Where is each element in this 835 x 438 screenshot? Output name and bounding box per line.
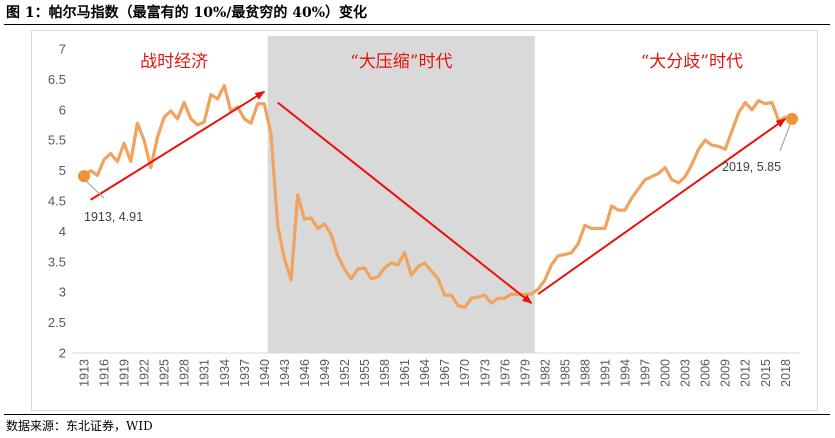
- point-label: 1913, 4.91: [84, 210, 143, 224]
- x-tick-label: 1991: [598, 359, 612, 387]
- x-tick-label: 1994: [619, 359, 633, 387]
- x-tick-label: 1973: [478, 359, 492, 387]
- figure-title: 图 1：帕尔马指数（最富有的 10%/最贫穷的 40%）变化: [6, 5, 368, 21]
- x-tick-label: 2006: [699, 359, 713, 387]
- y-tick-label: 6.5: [48, 72, 66, 87]
- plot-frame: [31, 30, 818, 411]
- y-tick-label: 4.5: [48, 194, 66, 209]
- point-label: 2019, 5.85: [722, 160, 781, 174]
- annotated-point: [786, 112, 798, 125]
- x-tick-label: 2018: [779, 359, 793, 387]
- x-tick-label: 1958: [378, 359, 392, 387]
- annotated-point: [78, 170, 90, 183]
- x-tick-label: 1982: [538, 359, 552, 387]
- x-tick-label: 1979: [518, 359, 532, 387]
- top-rule: [4, 24, 830, 25]
- trend-arrow: [90, 90, 266, 201]
- x-tick-label: 1937: [238, 359, 252, 387]
- y-tick-label: 4: [59, 224, 66, 239]
- trend-arrow: [277, 101, 533, 304]
- source-note: 数据来源：东北证券，WID: [6, 419, 153, 433]
- y-tick-label: 2.5: [48, 315, 66, 330]
- x-tick-label: 1997: [639, 359, 653, 387]
- x-tick-label: 1970: [458, 359, 472, 387]
- x-tick-label: 1925: [158, 359, 172, 387]
- x-tick-label: 1916: [98, 359, 112, 387]
- x-tick-label: 1961: [398, 359, 412, 387]
- x-tick-label: 2009: [719, 359, 733, 387]
- x-tick-label: 2003: [679, 359, 693, 387]
- series-line: [82, 83, 794, 309]
- x-tick-label: 1913: [78, 359, 92, 387]
- trend-arrow: [537, 118, 787, 295]
- x-tick-label: 1931: [198, 359, 212, 387]
- y-tick-label: 6: [59, 102, 66, 117]
- x-tick-label: 1943: [278, 359, 292, 387]
- x-tick-label: 2015: [759, 359, 773, 387]
- x-tick-label: 1967: [438, 359, 452, 387]
- bottom-rule: [4, 414, 830, 415]
- x-tick-label: 1946: [298, 359, 312, 387]
- x-tick-label: 1976: [498, 359, 512, 387]
- y-tick-label: 3.5: [48, 254, 66, 269]
- leader-line: [85, 180, 105, 199]
- x-tick-label: 1964: [418, 359, 432, 387]
- x-tick-label: 1922: [138, 359, 152, 387]
- y-tick-label: 5: [59, 163, 66, 178]
- x-tick-label: 1928: [178, 359, 192, 387]
- x-tick-label: 1919: [118, 359, 132, 387]
- x-tick-label: 2000: [659, 359, 673, 387]
- y-tick-label: 5.5: [48, 133, 66, 148]
- y-tick-label: 3: [59, 285, 66, 300]
- era-label: 战时经济: [140, 52, 208, 72]
- x-tick-label: 1952: [338, 359, 352, 387]
- leader-line: [779, 124, 791, 152]
- x-tick-label: 1955: [358, 359, 372, 387]
- x-tick-label: 2012: [739, 359, 753, 387]
- y-tick-label: 2: [59, 346, 66, 361]
- x-tick-label: 1949: [318, 359, 332, 387]
- x-tick-label: 1934: [218, 359, 232, 387]
- x-tick-label: 1985: [558, 359, 572, 387]
- y-tick-label: 7: [59, 42, 66, 57]
- shaded-region: [267, 36, 535, 353]
- era-label: “大分歧”时代: [641, 52, 743, 72]
- era-label: “大压缩”时代: [350, 52, 452, 72]
- x-tick-label: 1988: [578, 359, 592, 387]
- x-tick-label: 1940: [258, 359, 272, 387]
